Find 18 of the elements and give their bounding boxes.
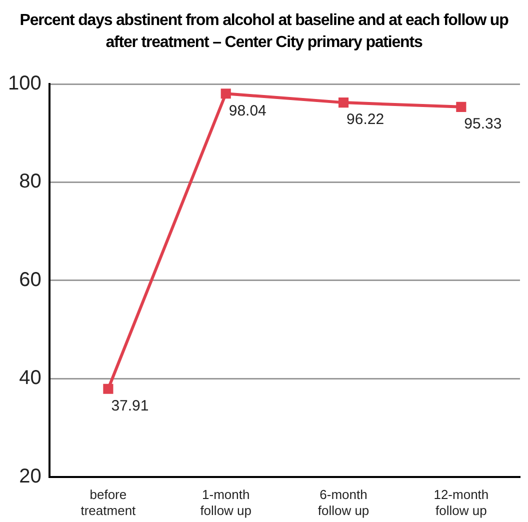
x-tick-label: 12-month follow up: [434, 487, 489, 518]
x-tick-label: 6-month follow up: [318, 487, 370, 518]
y-tick-label: 60: [19, 268, 42, 291]
point: [220, 88, 231, 99]
point: [456, 102, 466, 112]
y-tick-label: 100: [8, 72, 42, 95]
y-tick-label: 40: [19, 367, 42, 390]
point: [103, 384, 114, 394]
data-label: 37.91: [111, 398, 149, 415]
point: [338, 98, 349, 108]
x-tick-label: before treatment: [80, 487, 136, 518]
chart-title: Percent days abstinent from alcohol at baseline and at each follow up after treatment – Center City primary patients: [18, 11, 510, 53]
y-tick-label: 80: [19, 170, 42, 193]
data-label: 95.33: [464, 116, 502, 133]
y-tick-label: 20: [19, 465, 42, 488]
data-label: 96.22: [346, 111, 384, 128]
x-tick-label: 1-month follow up: [200, 487, 252, 518]
data-label: 98.04: [228, 102, 266, 120]
